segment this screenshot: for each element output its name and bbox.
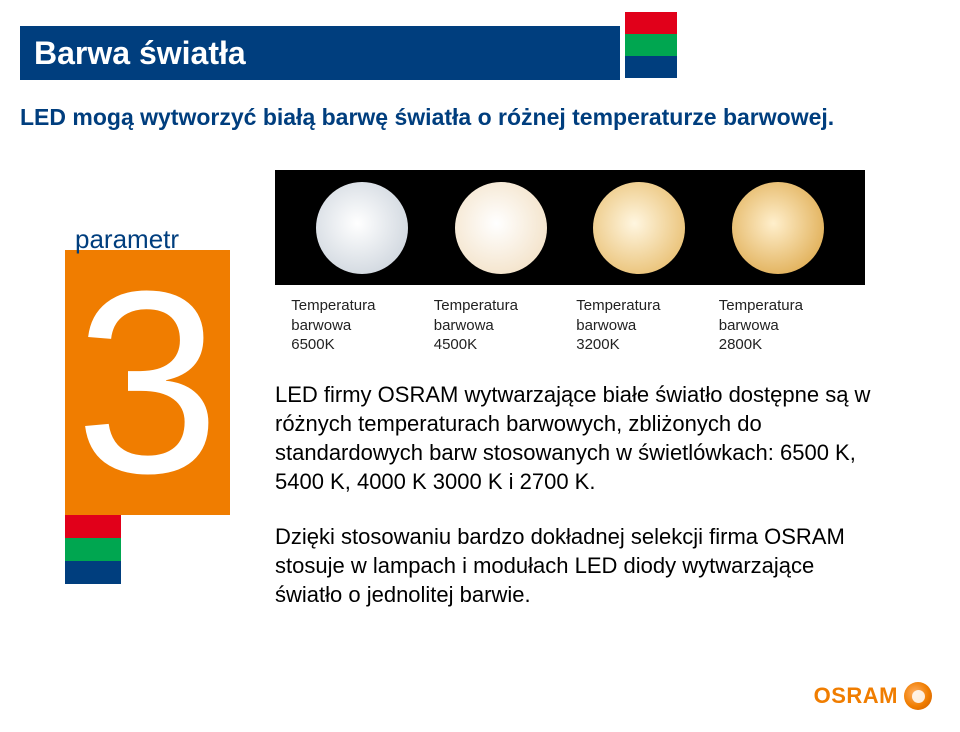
body-text: LED firmy OSRAM wytwarzające białe świat…: [275, 380, 875, 609]
parameter-block: parametr 3: [65, 250, 230, 585]
parameter-number-box: 3: [65, 250, 230, 515]
accent-green: [625, 34, 677, 56]
parameter-number: 3: [75, 253, 220, 513]
accent-blue: [65, 561, 121, 584]
page-title: Barwa światła: [34, 35, 246, 72]
logo-bulb-inner: [912, 690, 925, 703]
accent-blue: [625, 56, 677, 78]
accent-red: [625, 12, 677, 34]
caption-line: barwowa: [576, 317, 636, 334]
temperature-image: [275, 170, 865, 285]
rgb-accent-top: [625, 12, 677, 78]
caption-line: Temperatura: [719, 297, 803, 314]
caption-line: barwowa: [719, 317, 779, 334]
parameter-label: parametr: [75, 224, 179, 255]
caption-line: 3200K: [576, 336, 619, 353]
temperature-captions: Temperatura barwowa 6500K Temperatura ba…: [275, 296, 865, 355]
osram-logo: OSRAM: [814, 682, 932, 710]
caption-line: barwowa: [291, 317, 351, 334]
caption-line: Temperatura: [576, 297, 660, 314]
title-bar: Barwa światła: [20, 26, 620, 80]
temp-dot-6500: [316, 182, 408, 274]
caption-line: 4500K: [434, 336, 477, 353]
logo-bulb-icon: [904, 682, 932, 710]
temp-caption-3: Temperatura barwowa 2800K: [719, 296, 849, 355]
temp-caption-1: Temperatura barwowa 4500K: [434, 296, 564, 355]
caption-line: Temperatura: [291, 297, 375, 314]
caption-line: 6500K: [291, 336, 334, 353]
logo-text: OSRAM: [814, 683, 898, 709]
caption-line: 2800K: [719, 336, 762, 353]
caption-line: barwowa: [434, 317, 494, 334]
caption-line: Temperatura: [434, 297, 518, 314]
body-paragraph-1: LED firmy OSRAM wytwarzające białe świat…: [275, 380, 875, 496]
temp-dot-4500: [455, 182, 547, 274]
temp-dot-3200: [593, 182, 685, 274]
temp-dot-2800: [732, 182, 824, 274]
body-paragraph-2: Dzięki stosowaniu bardzo dokładnej selek…: [275, 522, 875, 609]
subtitle: LED mogą wytworzyć białą barwę światła o…: [20, 104, 834, 131]
accent-green: [65, 538, 121, 561]
temp-caption-0: Temperatura barwowa 6500K: [291, 296, 421, 355]
temp-caption-2: Temperatura barwowa 3200K: [576, 296, 706, 355]
